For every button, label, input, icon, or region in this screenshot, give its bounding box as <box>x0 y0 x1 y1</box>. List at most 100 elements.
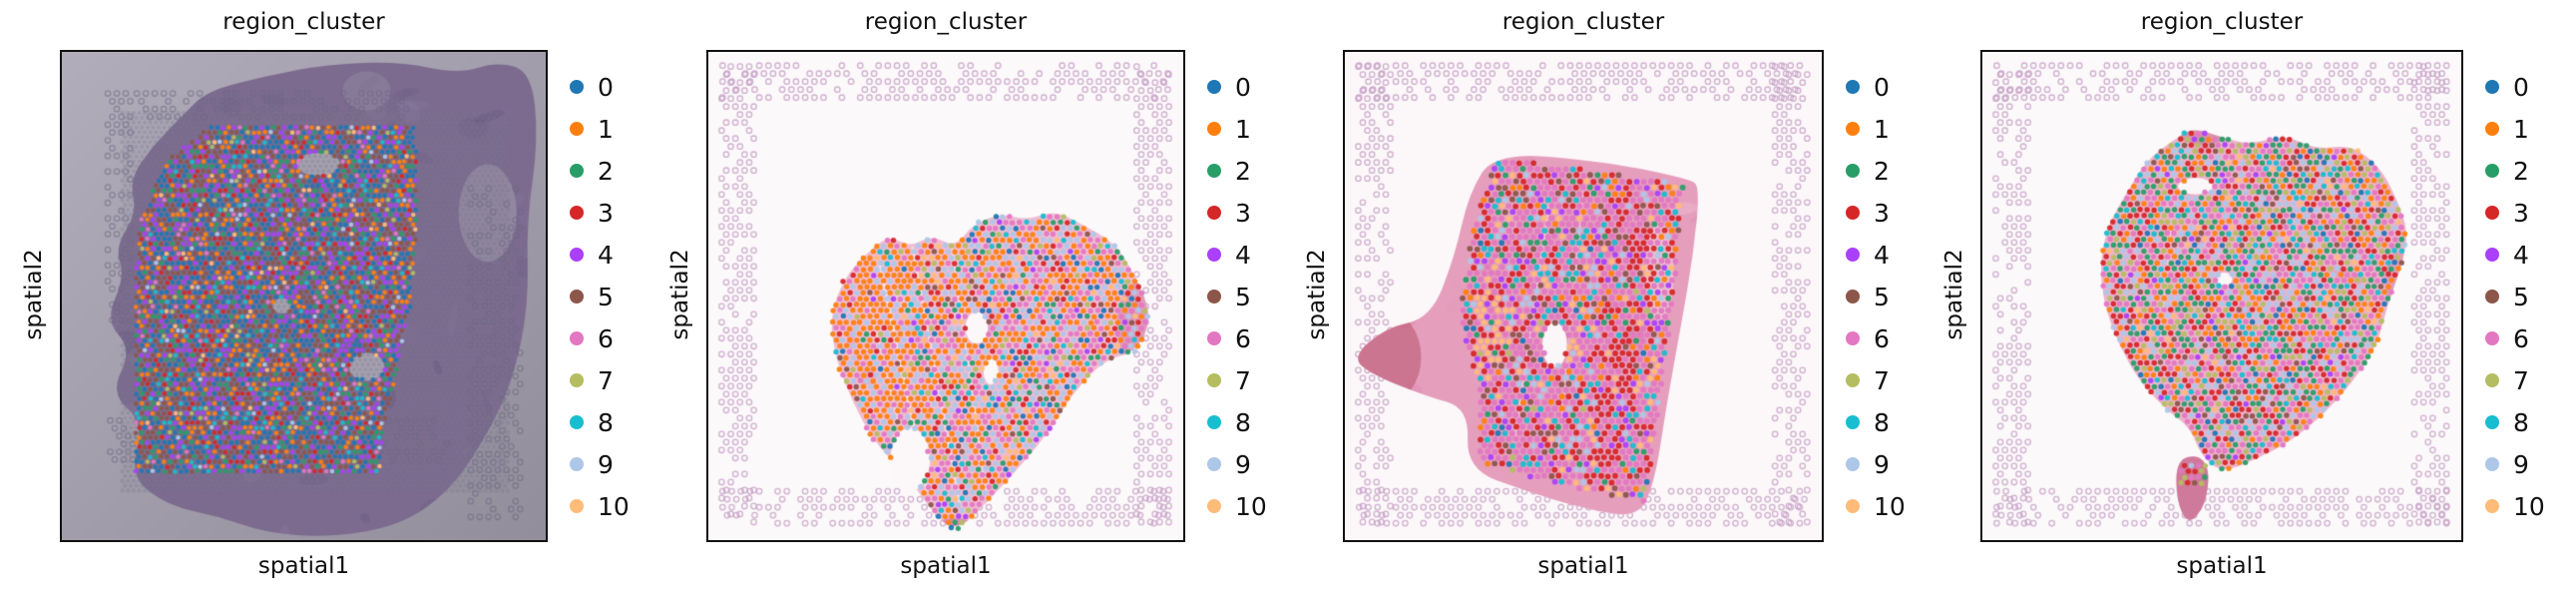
legend-color-dot <box>1207 499 1221 513</box>
legend-item: 4 <box>1207 234 1267 276</box>
legend-label: 5 <box>2513 282 2529 311</box>
spatial-plot-canvas <box>1982 52 2461 540</box>
legend-color-dot <box>1846 122 1860 136</box>
legend-color-dot <box>2485 248 2499 262</box>
legend-item: 1 <box>570 108 630 150</box>
legend-item: 8 <box>1846 401 1906 443</box>
legend-label: 5 <box>1874 282 1890 311</box>
legend-label: 3 <box>598 198 614 228</box>
legend-item: 4 <box>1846 234 1906 276</box>
legend-label: 3 <box>1235 198 1251 228</box>
legend-item: 10 <box>2485 485 2545 527</box>
legend-color-dot <box>1207 80 1221 94</box>
legend-label: 9 <box>1235 449 1251 479</box>
legend-color-dot <box>570 331 584 345</box>
legend-label: 9 <box>1874 449 1890 479</box>
legend-item: 0 <box>1207 66 1267 108</box>
legend-label: 6 <box>2513 323 2529 353</box>
legend-color-dot <box>1846 331 1860 345</box>
legend-label: 8 <box>2513 407 2529 437</box>
legend-item: 9 <box>1207 443 1267 485</box>
legend-item: 0 <box>2485 66 2545 108</box>
legend-label: 10 <box>1235 491 1267 521</box>
legend-item: 6 <box>1846 317 1906 359</box>
legend-color-dot <box>1846 164 1860 178</box>
plot-area <box>1343 50 1824 542</box>
legend-color-dot <box>1846 80 1860 94</box>
legend-label: 8 <box>598 407 614 437</box>
plot-title: region_cluster <box>1502 9 1665 35</box>
legend-label: 10 <box>598 491 630 521</box>
legend-color-dot <box>1846 415 1860 429</box>
legend-label: 0 <box>1874 72 1890 102</box>
x-axis-label: spatial1 <box>1537 553 1629 579</box>
legend-item: 5 <box>570 276 630 317</box>
legend-color-dot <box>2485 206 2499 220</box>
legend-label: 8 <box>1235 407 1251 437</box>
legend-color-dot <box>1846 248 1860 262</box>
legend-color-dot <box>1846 457 1860 471</box>
legend-color-dot <box>2485 331 2499 345</box>
legend-item: 8 <box>1207 401 1267 443</box>
legend-color-dot <box>2485 164 2499 178</box>
legend-item: 4 <box>570 234 630 276</box>
legend-color-dot <box>1846 206 1860 220</box>
legend-color-dot <box>570 122 584 136</box>
legend-label: 2 <box>1235 156 1251 186</box>
plot-title: region_cluster <box>864 9 1028 35</box>
legend-color-dot <box>2485 373 2499 387</box>
y-axis-label: spatial2 <box>1304 249 1330 340</box>
legend-item: 1 <box>2485 108 2545 150</box>
legend-label: 10 <box>1874 491 1906 521</box>
legend-label: 4 <box>598 240 614 270</box>
legend-color-dot <box>2485 499 2499 513</box>
legend-item: 7 <box>1846 359 1906 401</box>
legend-color-dot <box>570 415 584 429</box>
x-axis-label: spatial1 <box>2176 553 2268 579</box>
legend-label: 0 <box>1235 72 1251 102</box>
legend-label: 0 <box>2513 72 2529 102</box>
legend-item: 10 <box>570 485 630 527</box>
legend-label: 2 <box>1874 156 1890 186</box>
legend-color-dot <box>1846 373 1860 387</box>
legend-color-dot <box>1207 331 1221 345</box>
legend-color-dot <box>1207 290 1221 303</box>
legend-color-dot <box>570 164 584 178</box>
x-axis-label: spatial1 <box>257 553 350 579</box>
y-axis-label: spatial2 <box>21 249 47 340</box>
legend-color-dot <box>1207 164 1221 178</box>
legend-color-dot <box>1207 248 1221 262</box>
legend-label: 1 <box>1235 114 1251 144</box>
legend-label: 5 <box>1235 282 1251 311</box>
legend-item: 9 <box>1846 443 1906 485</box>
legend-item: 10 <box>1207 485 1267 527</box>
legend-label: 8 <box>1874 407 1890 437</box>
legend-color-dot <box>570 290 584 303</box>
legend-label: 4 <box>2513 240 2529 270</box>
legend-color-dot <box>1207 206 1221 220</box>
legend-label: 0 <box>598 72 614 102</box>
legend-label: 1 <box>2513 114 2529 144</box>
legend-item: 4 <box>2485 234 2545 276</box>
spatial-plot-canvas <box>62 52 546 540</box>
legend-label: 7 <box>2513 365 2529 395</box>
legend-item: 0 <box>570 66 630 108</box>
legend-label: 4 <box>1874 240 1890 270</box>
legend-item: 5 <box>1207 276 1267 317</box>
legend-item: 6 <box>2485 317 2545 359</box>
legend-color-dot <box>1207 457 1221 471</box>
legend-item: 6 <box>1207 317 1267 359</box>
legend-item: 6 <box>570 317 630 359</box>
plot-title: region_cluster <box>2140 9 2304 35</box>
legend-color-dot <box>570 80 584 94</box>
legend-label: 9 <box>598 449 614 479</box>
legend-item: 8 <box>2485 401 2545 443</box>
legend-color-dot <box>2485 122 2499 136</box>
legend-item: 0 <box>1846 66 1906 108</box>
legend-item: 2 <box>1846 150 1906 192</box>
legend-item: 2 <box>2485 150 2545 192</box>
legend-item: 5 <box>1846 276 1906 317</box>
legend-color-dot <box>570 457 584 471</box>
legend-label: 5 <box>598 282 614 311</box>
legend-item: 3 <box>570 192 630 234</box>
